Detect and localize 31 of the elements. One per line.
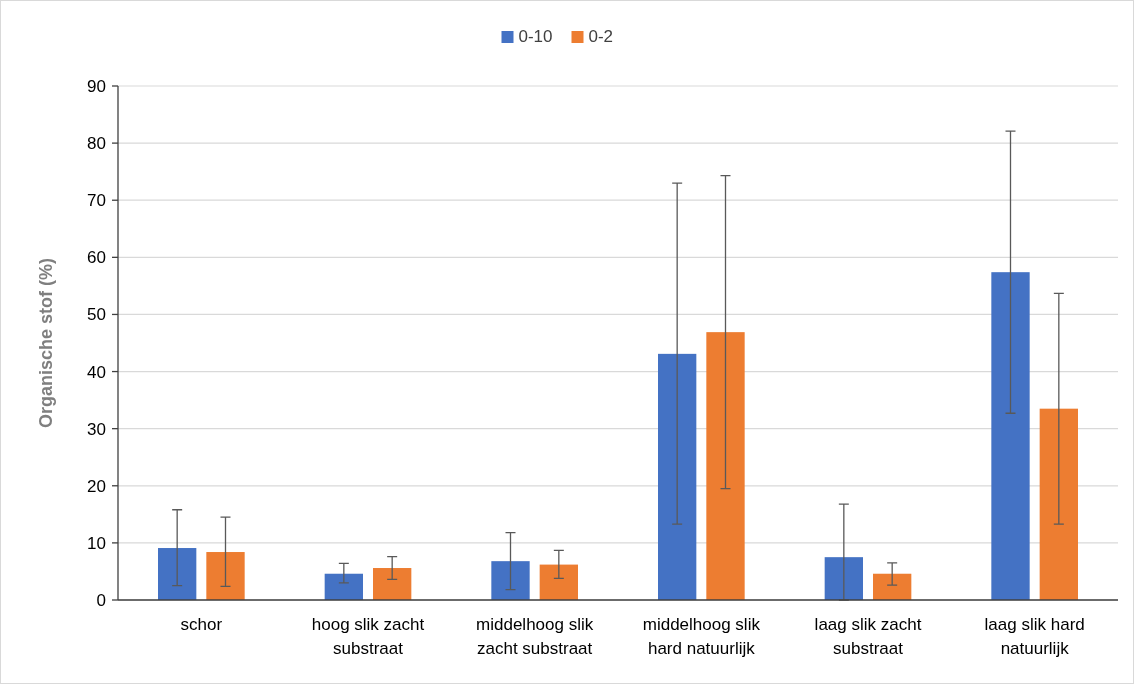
y-tick-label: 30	[87, 419, 106, 439]
bar	[1039, 408, 1078, 600]
x-tick-label: hoog slik zacht substraat	[311, 615, 425, 658]
x-tick-label: schor	[180, 615, 223, 634]
bar	[658, 353, 697, 600]
y-axis-title: Organische stof (%)	[36, 257, 56, 429]
y-tick-label: 70	[87, 191, 106, 211]
y-tick-label: 80	[87, 134, 106, 154]
bar	[706, 332, 745, 600]
x-tick-label: laag slik zacht substraat	[814, 615, 922, 658]
y-tick-label: 90	[87, 76, 106, 96]
bar	[991, 272, 1030, 600]
x-tick-label: laag slik hard natuurlijk	[984, 615, 1085, 658]
bar	[324, 573, 363, 600]
x-tick-label: middelhoog slik zacht substraat	[476, 615, 594, 658]
y-tick-label: 50	[87, 305, 106, 325]
y-tick-label: 40	[87, 362, 106, 382]
bar	[373, 568, 412, 600]
bar	[491, 561, 530, 600]
x-tick-label: middelhoog slik hard natuurlijk	[642, 615, 761, 658]
bar	[539, 564, 578, 600]
y-tick-label: 20	[87, 476, 106, 496]
bar	[158, 548, 197, 600]
y-tick-label: 10	[87, 533, 106, 553]
bar	[873, 573, 912, 600]
bar	[206, 552, 245, 600]
legend-label: 0-10	[518, 27, 553, 46]
y-tick-label: 60	[87, 248, 106, 268]
bar	[824, 557, 863, 600]
y-tick-label: 0	[96, 590, 106, 610]
legend-label: 0-2	[588, 27, 614, 46]
